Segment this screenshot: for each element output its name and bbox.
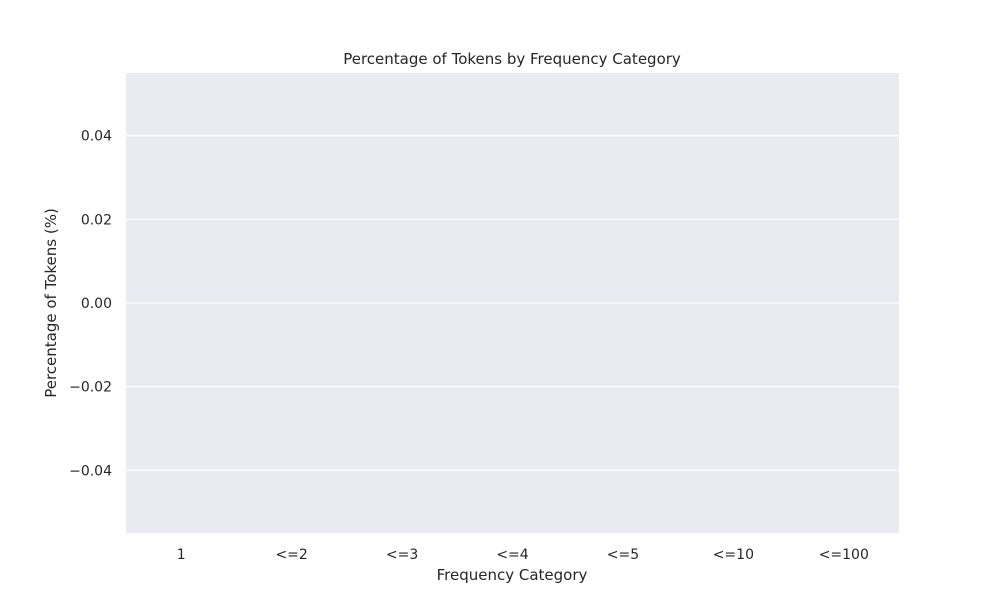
x-tick-label: 1 [177,547,186,563]
x-tick-label: <=2 [275,547,307,563]
x-tick-label: <=10 [713,547,754,563]
y-axis-label: Percentage of Tokens (%) [42,208,60,398]
y-axis-ticks: 0.04 0.02 0.00 −0.02 −0.04 [69,129,112,480]
y-tick-label: 0.02 [81,212,112,228]
chart-title: Percentage of Tokens by Frequency Catego… [343,50,681,68]
y-tick-label: −0.02 [69,380,112,396]
y-tick-label: 0.00 [81,296,112,312]
gridlines [126,135,899,471]
x-tick-label: <=100 [819,547,869,563]
x-tick-label: <=3 [386,547,418,563]
y-tick-label: 0.04 [81,129,112,145]
x-axis-ticks: 1 <=2 <=3 <=4 <=5 <=10 <=100 [177,547,869,563]
y-tick-label: −0.04 [69,463,112,479]
x-axis-label: Frequency Category [437,566,588,584]
x-tick-label: <=5 [607,547,639,563]
x-tick-label: <=4 [496,547,528,563]
